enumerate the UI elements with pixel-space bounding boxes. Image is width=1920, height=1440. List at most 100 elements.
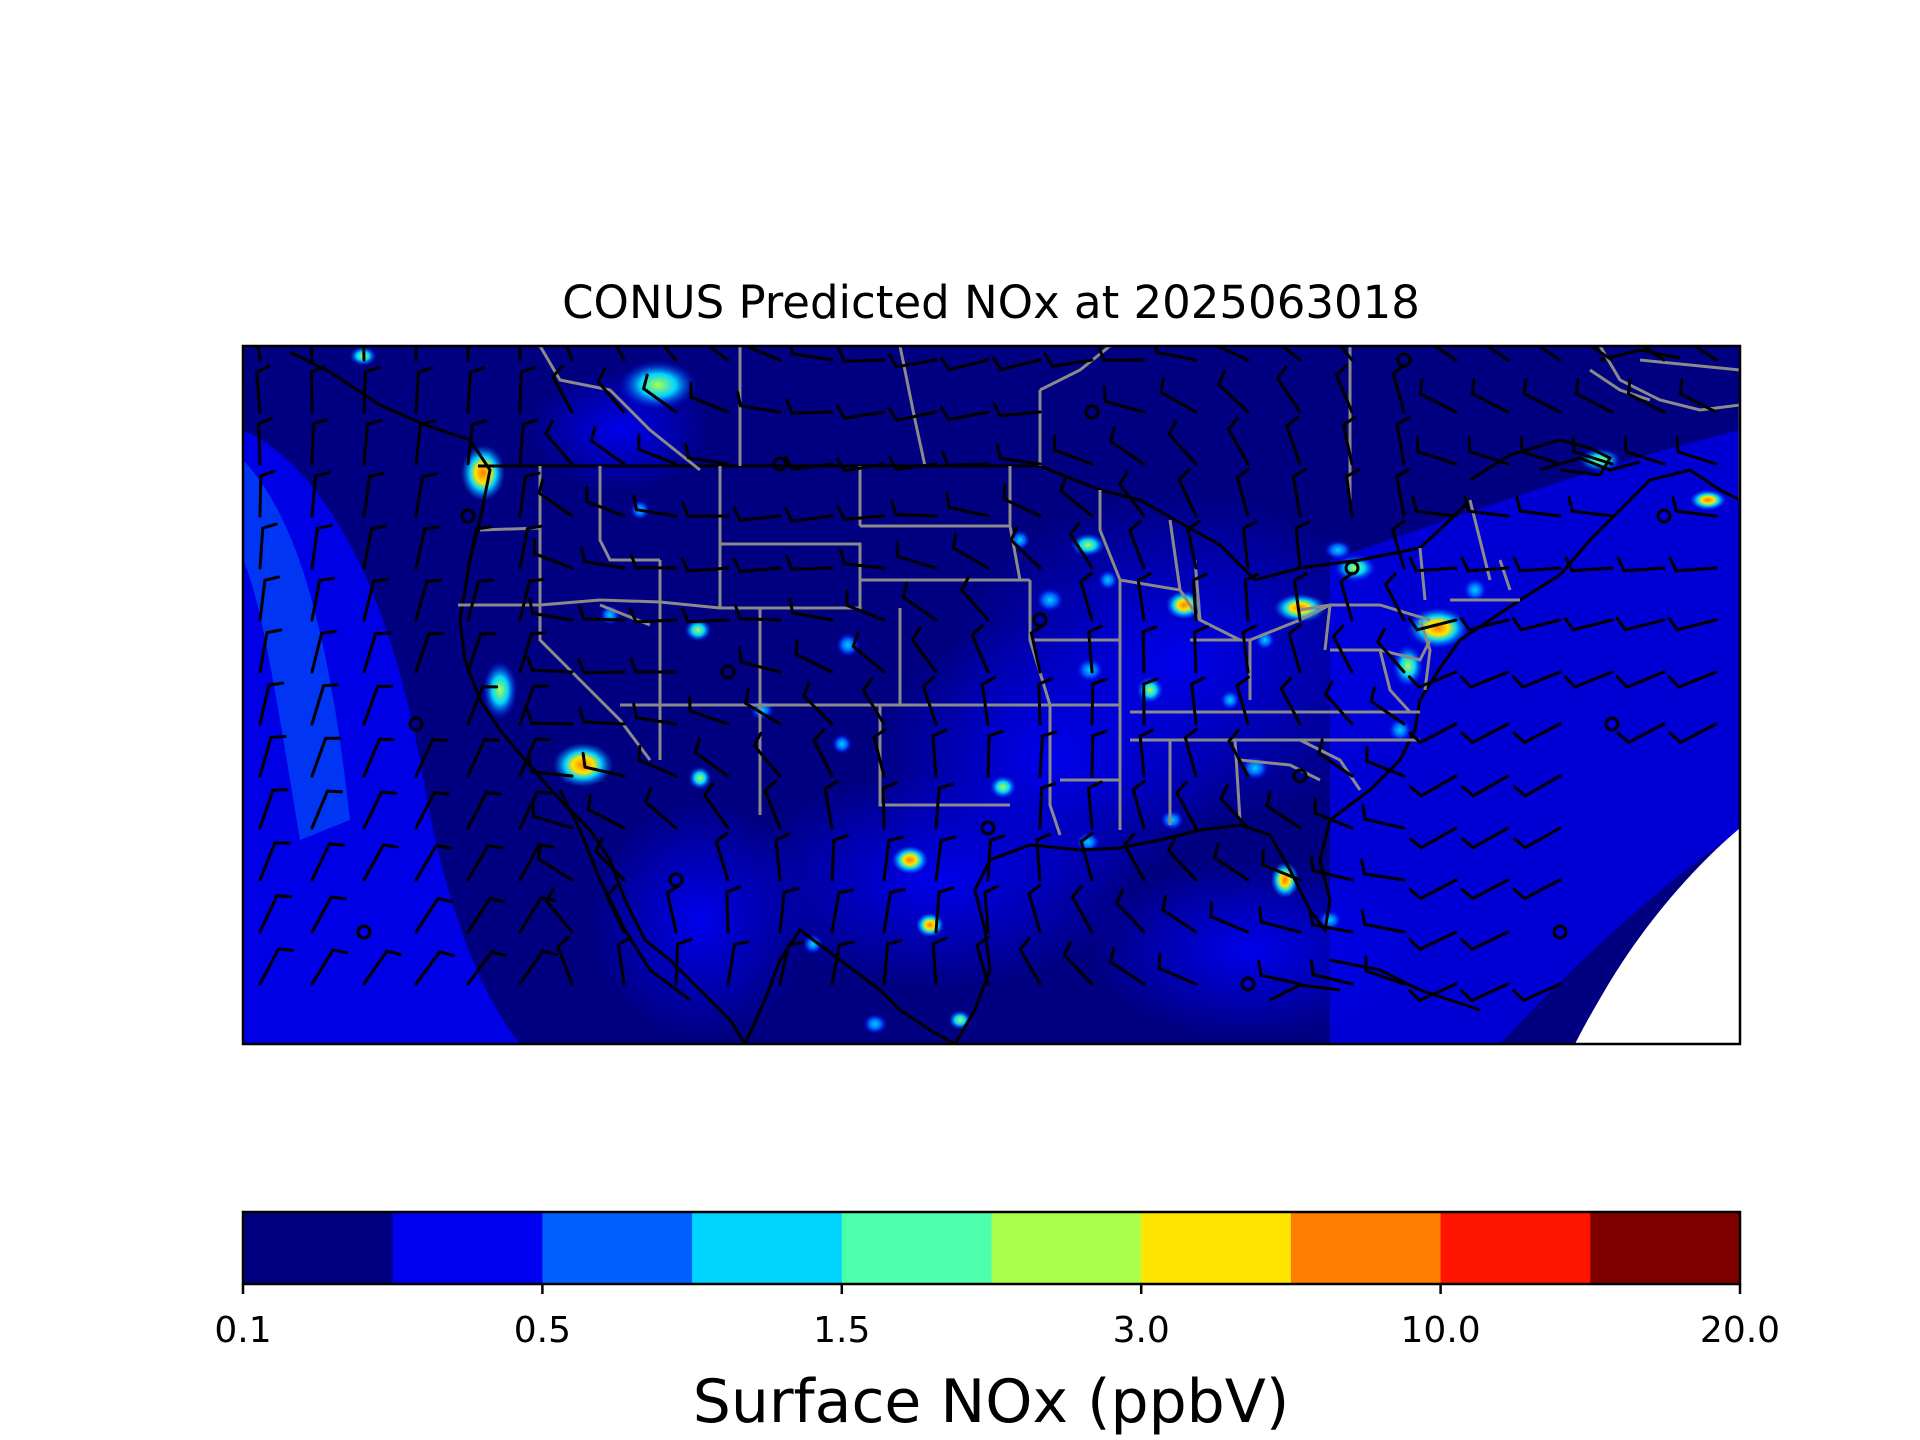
- wind-barb: [986, 834, 1006, 882]
- colorbar-label: Surface NOx (ppbV): [693, 1367, 1289, 1437]
- wind-barb: [1141, 625, 1158, 674]
- wind-barb: [1018, 937, 1042, 986]
- colorbar-frame: [241, 1210, 1742, 1286]
- wind-barb: [1536, 346, 1562, 362]
- wind-barb: [586, 794, 626, 830]
- wind-barb: [518, 896, 557, 934]
- wind-barb: [1668, 556, 1718, 573]
- wind-barb: [1294, 520, 1311, 570]
- wind-barb: [616, 936, 633, 986]
- hotspot: [803, 934, 823, 954]
- wind-barb: [901, 582, 938, 622]
- wind-barb: [1226, 416, 1250, 466]
- wind-barb: [362, 524, 387, 570]
- wind-barb: [934, 782, 955, 830]
- wind-barb: [362, 790, 397, 830]
- wind-barb: [830, 834, 849, 882]
- wind-barb: [1615, 616, 1666, 632]
- wind-barb: [1341, 415, 1357, 466]
- wind-barb: [518, 790, 553, 830]
- wind-barb: [882, 835, 905, 882]
- colorbar-tick-label: 0.5: [514, 1310, 571, 1351]
- wind-barb: [1154, 346, 1198, 362]
- wind-barb: [1667, 616, 1718, 632]
- colorbar-bin: [841, 1212, 993, 1284]
- calm-wind-markers: [356, 352, 1672, 992]
- wind-barb: [1369, 686, 1406, 726]
- nox-hotspots: [349, 346, 1726, 1034]
- wind-barb: [581, 751, 626, 778]
- map-panel: [243, 346, 1740, 1044]
- calm-wind-marker: [1396, 352, 1412, 368]
- wind-barb: [1175, 780, 1198, 830]
- wind-barb: [1460, 722, 1510, 745]
- wind-barb: [643, 787, 678, 830]
- wind-barb: [1323, 680, 1354, 726]
- wind-barb: [362, 418, 383, 466]
- wind-barb: [362, 737, 395, 778]
- wind-barb: [362, 471, 385, 518]
- hotspot: [1318, 910, 1342, 930]
- wind-barb: [1512, 878, 1562, 901]
- wind-barb: [1460, 930, 1510, 952]
- wind-barb: [1512, 722, 1562, 745]
- wind-barb: [1109, 426, 1146, 466]
- wind-barb: [1070, 884, 1094, 934]
- wind-barb: [525, 708, 574, 726]
- wind-barb: [1190, 676, 1206, 726]
- colorbar-tick-label: 3.0: [1113, 1310, 1170, 1351]
- wind-barb: [1522, 378, 1562, 414]
- wind-barb: [1408, 722, 1458, 745]
- wind-barb: [830, 940, 855, 986]
- wind-barb: [1213, 346, 1250, 362]
- wind-barb: [839, 548, 886, 570]
- wind-barb: [939, 356, 990, 372]
- wind-barb: [1615, 670, 1666, 689]
- hotspot: [989, 775, 1017, 799]
- wind-barb: [258, 894, 293, 934]
- wind-barb: [1090, 729, 1108, 778]
- wind-barb: [1407, 670, 1458, 689]
- wind-barb: [1177, 468, 1198, 518]
- wind-barb: [1002, 483, 1042, 518]
- wind-barb: [362, 578, 389, 622]
- wind-barb: [794, 638, 834, 674]
- wind-barb: [414, 525, 441, 570]
- wind-barb: [637, 433, 678, 466]
- wind-barb: [1563, 616, 1614, 632]
- hotspot: [1388, 718, 1412, 742]
- wind-barb: [1640, 346, 1666, 362]
- colorbar-tick-label: 1.5: [813, 1310, 870, 1351]
- wind-barb: [1035, 832, 1051, 882]
- hotspot: [892, 846, 928, 874]
- wind-barb: [939, 406, 990, 422]
- wind-barb: [1241, 520, 1258, 570]
- wind-barb: [1408, 826, 1458, 850]
- wind-barb: [258, 681, 285, 726]
- wind-barb: [1157, 953, 1198, 986]
- wind-barb: [945, 492, 990, 518]
- wind-barb: [693, 737, 730, 778]
- wind-barb: [1243, 572, 1260, 622]
- wind-barb: [518, 631, 547, 674]
- wind-barb: [629, 657, 678, 674]
- colorbar-tick-label: 20.0: [1700, 1310, 1780, 1351]
- wind-barb: [1463, 496, 1510, 518]
- wind-barb: [1309, 959, 1354, 986]
- wind-barb: [1415, 436, 1458, 466]
- wind-barb: [257, 417, 274, 466]
- wind-barb: [1241, 624, 1257, 674]
- wind-barbs: [255, 346, 1718, 1003]
- wind-barb: [1512, 982, 1562, 1003]
- wind-barb: [1360, 858, 1406, 882]
- hotspot: [836, 633, 860, 657]
- wind-barb: [466, 738, 500, 778]
- wind-barb: [734, 604, 782, 622]
- wind-barb: [1461, 774, 1510, 798]
- wind-barb: [1460, 878, 1510, 901]
- wind-barb: [1626, 378, 1666, 414]
- wind-barb: [1235, 467, 1251, 518]
- calm-wind-marker: [1084, 404, 1100, 420]
- wind-barb: [837, 347, 886, 363]
- wind-barb: [466, 632, 497, 674]
